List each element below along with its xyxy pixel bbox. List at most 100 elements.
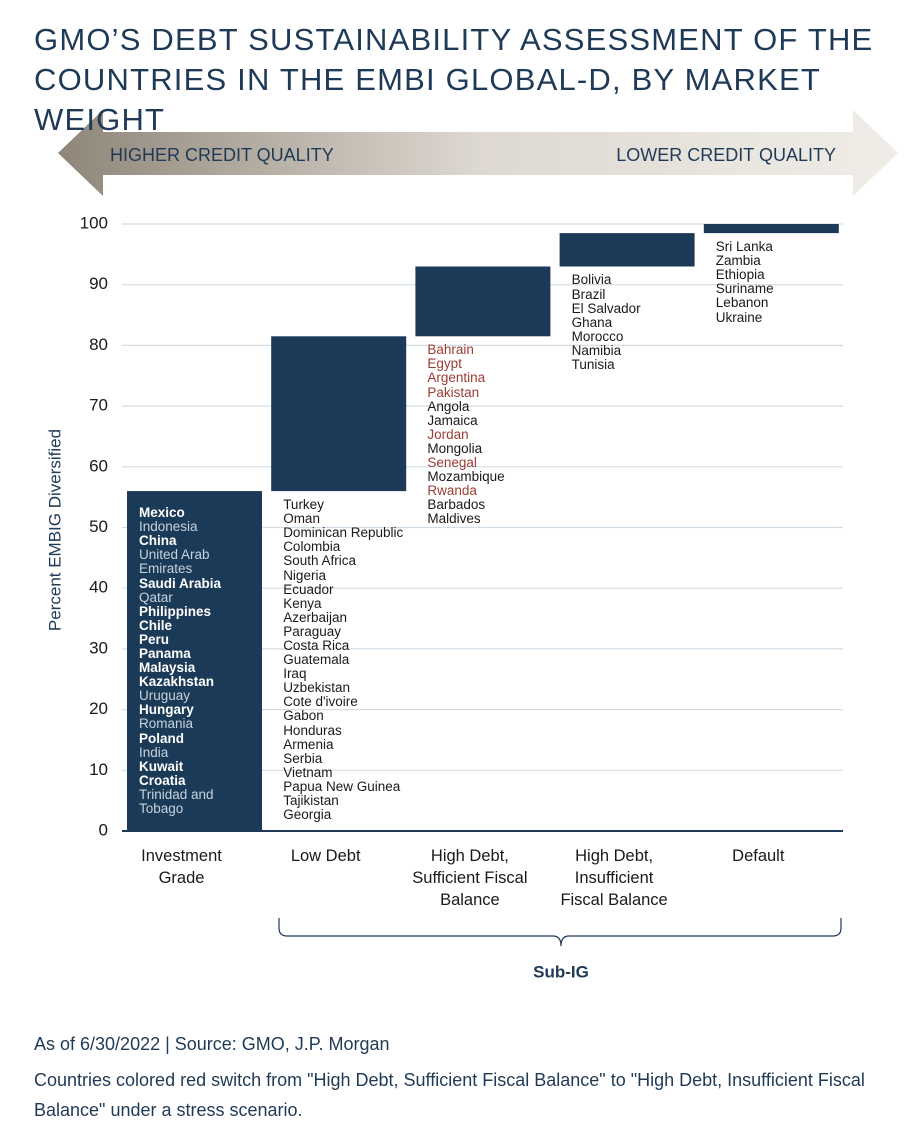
country-label: China [139, 533, 177, 549]
country-label: Paraguay [283, 623, 341, 639]
country-label: Philippines [139, 603, 212, 619]
country-label: Cote d'ivoire [283, 694, 358, 710]
country-label: Oman [283, 511, 320, 527]
country-label: Uzbekistan [283, 680, 350, 696]
country-label: Jamaica [427, 412, 478, 428]
x-tick-label: High Debt, Insufficient Fiscal Balance [560, 847, 668, 909]
quality-arrow [58, 110, 898, 196]
country-label: Rwanda [427, 483, 477, 499]
country-label: United Arab Emirates [139, 547, 210, 577]
country-label: Serbia [283, 750, 323, 766]
country-label: Ghana [571, 314, 613, 330]
arrow-left-label: HIGHER CREDIT QUALITY [110, 145, 334, 165]
y-tick-label: 40 [89, 578, 108, 597]
x-tick-label: Default [732, 847, 785, 865]
country-label: Vietnam [283, 764, 333, 780]
y-tick-label: 70 [89, 396, 108, 415]
y-tick-label: 0 [99, 820, 108, 839]
country-label: Angola [427, 398, 470, 414]
country-list: Bolivia Brazil El Salvador Ghana Morocco Nami… [572, 273, 722, 372]
country-label: Ethiopia [715, 267, 765, 283]
country-label: Egypt [427, 356, 462, 372]
country-label: Gabon [283, 708, 324, 724]
country-label: Chile [139, 617, 173, 633]
title: GMO’S DEBT SUSTAINABILITY ASSESSMENT OF … [34, 22, 874, 137]
country-label: Qatar [139, 589, 173, 605]
y-tick-label: 60 [89, 456, 108, 475]
country-label: Jordan [427, 426, 469, 442]
x-tick-label: Low Debt [290, 847, 361, 865]
note: Countries colored red switch from "High … [34, 1070, 865, 1120]
y-tick-label: 10 [89, 760, 108, 779]
country-label: Dominican Republic [283, 525, 404, 541]
y-tick-label: 100 [80, 213, 108, 232]
country-label: Honduras [283, 722, 342, 738]
country-label: Nigeria [283, 567, 326, 583]
country-label: Ecuador [283, 581, 334, 597]
country-label: Suriname [715, 281, 774, 297]
country-label: Mexico [139, 505, 185, 521]
country-label: Croatia [139, 772, 186, 788]
country-label: Armenia [283, 736, 334, 752]
country-label: Zambia [715, 253, 761, 269]
country-label: Georgia [283, 807, 332, 823]
country-label: Bolivia [571, 272, 612, 288]
country-label: Romania [139, 716, 194, 732]
country-label: Mongolia [427, 440, 483, 456]
country-label: Namibia [571, 342, 622, 358]
bar [415, 266, 551, 337]
country-label: Azerbaijan [283, 609, 347, 625]
country-label: Tunisia [571, 357, 615, 373]
country-label: Papua New Guinea [283, 778, 401, 794]
country-label: Pakistan [427, 384, 480, 400]
country-label: Brazil [571, 286, 606, 302]
bar [559, 233, 695, 267]
country-list: Sri Lanka Zambia Ethiopia Suriname Lebanon Uk… [715, 239, 866, 325]
y-tick-label: 30 [89, 638, 108, 657]
country-label: Trinidad and Tobago [139, 786, 214, 817]
country-label: Morocco [571, 328, 624, 344]
bracket-label: Sub-IG [533, 962, 589, 981]
country-label: Peru [139, 631, 170, 647]
country-label: Guatemala [283, 652, 350, 668]
country-label: Hungary [139, 702, 194, 718]
country-label: Malaysia [139, 660, 196, 676]
country-label: Turkey [283, 497, 324, 513]
country-label: Argentina [427, 370, 486, 386]
bar [271, 336, 407, 492]
country-label: Lebanon [715, 295, 769, 311]
sub-ig-bracket [278, 918, 842, 947]
source: As of 6/30/2022 | Source: GMO, J.P. Morg… [34, 1034, 390, 1054]
country-label: Indonesia [139, 519, 198, 535]
country-label: India [139, 744, 169, 760]
country-label: Kazakhstan [139, 674, 215, 690]
bar [703, 224, 839, 234]
y-tick-label: 90 [89, 274, 108, 293]
country-label: Kuwait [139, 758, 184, 774]
country-label: Maldives [427, 511, 481, 527]
country-list: Mexico Indonesia China United Arab Emirates… [139, 505, 254, 817]
country-label: Poland [139, 730, 185, 746]
country-label: Senegal [427, 455, 477, 471]
country-label: El Salvador [571, 300, 641, 316]
country-list: Turkey Oman Dominican Republic Colombia Sout… [283, 497, 433, 823]
country-label: Sri Lanka [715, 239, 773, 255]
country-label: Colombia [283, 539, 341, 555]
y-tick-label: 80 [89, 335, 108, 354]
x-tick-label: Investment Grade [141, 847, 222, 887]
y-tick-label: 20 [89, 699, 108, 718]
country-label: South Africa [283, 553, 356, 569]
country-label: Barbados [427, 497, 486, 513]
country-list: Bahrain Egypt Argentina Pakistan Angola Jamai… [427, 343, 577, 526]
country-label: Tajikistan [283, 793, 339, 809]
country-label: Saudi Arabia [139, 575, 222, 591]
y-tick-label: 50 [89, 517, 108, 536]
country-label: Ukraine [715, 309, 763, 325]
bar [127, 491, 262, 831]
country-label: Costa Rica [283, 638, 350, 654]
country-label: Kenya [283, 595, 322, 611]
country-label: Mozambique [427, 469, 505, 485]
country-label: Iraq [283, 666, 307, 682]
country-label: Uruguay [139, 688, 191, 704]
